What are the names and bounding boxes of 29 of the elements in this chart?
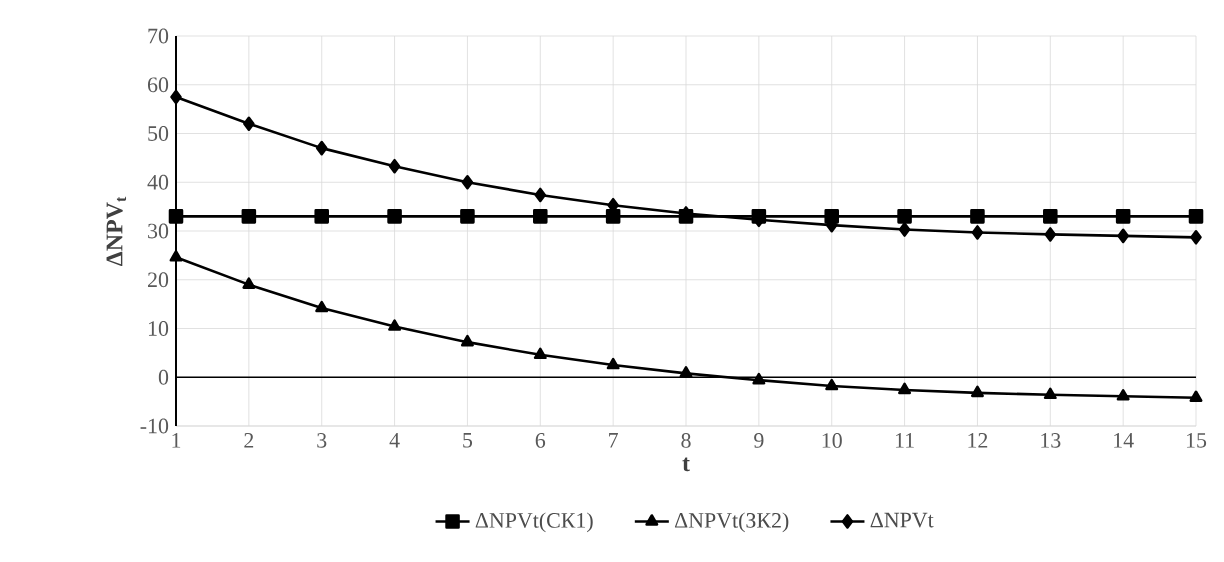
y-axis-title: ΔNPV$_{t}$: [106, 196, 127, 266]
x-tick-label: 8: [681, 433, 691, 448]
legend-label: ΔNPVt(ЗК2): [674, 512, 789, 533]
legend-label: ΔNPVt(СК1): [475, 512, 593, 533]
y-tick-label: -10: [140, 418, 169, 434]
x-tick-label: 10: [822, 433, 842, 448]
x-tick-label: 7: [609, 433, 618, 448]
y-tick-label: 0: [158, 369, 169, 385]
y-tick-label: 70: [148, 28, 169, 44]
legend-label: ΔNPVt: [870, 512, 934, 528]
x-tick-label: 2: [244, 433, 254, 448]
x-tick-label: 1: [172, 433, 181, 448]
y-tick-label: 60: [147, 77, 169, 93]
y-tick-label: 40: [147, 174, 169, 190]
x-tick-label: 14: [1114, 433, 1134, 448]
x-tick-label: 15: [1186, 433, 1207, 448]
x-tick-label: 6: [535, 433, 546, 448]
y-tick-label: 30: [148, 223, 169, 239]
x-tick-label: 13: [1041, 433, 1061, 448]
y-tick-label: 10: [148, 321, 169, 336]
x-axis-title: t: [682, 457, 690, 472]
x-tick-label: 11: [895, 433, 914, 448]
y-tick-label: 50: [148, 126, 169, 141]
x-tick-label: 3: [317, 433, 327, 448]
x-tick-label: 4: [389, 433, 400, 448]
x-tick-label: 12: [968, 433, 988, 448]
x-tick-label: 9: [754, 433, 764, 448]
x-tick-label: 5: [463, 433, 473, 448]
y-tick-label: 20: [148, 272, 169, 288]
